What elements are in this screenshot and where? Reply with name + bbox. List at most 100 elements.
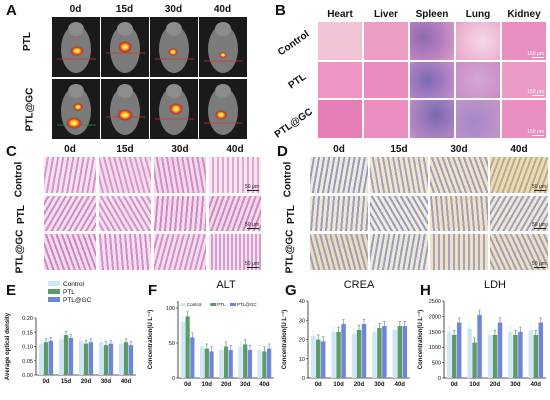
bar: [199, 346, 205, 378]
x-tick-label: 0d: [451, 382, 458, 388]
y-tick-label: 0.00: [22, 373, 33, 379]
legend-swatch: [210, 303, 217, 306]
ihc-tile: [430, 196, 488, 231]
y-tick-label: 0.15: [22, 330, 33, 336]
bar: [331, 331, 336, 378]
col-header: Spleen: [415, 9, 449, 20]
row-label: PTL: [21, 32, 33, 51]
panel-label-f: F: [148, 282, 158, 299]
row-label: PTL: [285, 205, 297, 224]
row-label: PTL@GC: [272, 106, 315, 141]
legend-swatch: [48, 281, 60, 286]
ihc-tile: [310, 157, 368, 193]
bar: [68, 337, 74, 375]
legend-label: Control: [63, 281, 85, 288]
col-header: Lung: [465, 9, 491, 20]
y-tick-label: 0.10: [22, 345, 33, 351]
row-label: Control: [13, 161, 25, 198]
bar: [238, 346, 243, 378]
panel-label-b: B: [275, 2, 286, 19]
bar: [446, 331, 452, 378]
row-label: PTL@GC: [284, 229, 296, 274]
bar: [361, 324, 367, 378]
col-header: Heart: [327, 9, 353, 20]
y-tick-label: 40: [299, 299, 305, 305]
scale-bar: 50 μm: [245, 261, 259, 268]
y-tick-label: 0: [302, 376, 305, 382]
legend-swatch: [48, 289, 60, 294]
y-tick-label: 50: [169, 341, 175, 347]
bar: [382, 326, 387, 378]
mouse-image: [52, 79, 100, 139]
row-label: Control: [282, 161, 294, 198]
y-axis-label: Concentration(U L⁻¹): [147, 310, 154, 370]
legend-label: Control: [187, 302, 202, 307]
he-tile: [154, 234, 206, 270]
y-axis-label: Concentration(U L⁻¹): [281, 310, 288, 370]
scale-bar: 50 μm: [532, 222, 546, 229]
bar: [341, 324, 346, 378]
he-tile: [364, 62, 408, 98]
mouse-image: [199, 17, 247, 77]
he-tile: 150 μm: [502, 62, 546, 98]
bar: [477, 314, 482, 378]
bar: [228, 350, 233, 378]
legend-label: PTL: [217, 302, 226, 307]
bar: [267, 348, 272, 378]
he-tile: [456, 22, 500, 60]
bar: [538, 322, 544, 378]
y-tick-label: 20: [299, 338, 305, 344]
col-header: 30d: [450, 144, 468, 155]
he-tile: 150 μm: [502, 100, 546, 138]
legend-swatch: [180, 303, 186, 306]
row-label: PTL: [286, 71, 309, 92]
bar: [356, 329, 362, 378]
bar: [243, 344, 248, 378]
ihc-tile: [370, 196, 428, 231]
scale-bar: 150 μm: [527, 89, 544, 96]
bar: [43, 342, 49, 375]
panel-label-h: H: [420, 282, 431, 299]
scale-bar: 50 μm: [532, 184, 546, 191]
he-tile: [410, 100, 454, 138]
panel-label-e: E: [6, 282, 17, 299]
bar: [320, 341, 326, 378]
y-tick-label: 0.05: [22, 359, 33, 365]
bar: [262, 351, 267, 378]
y-tick-label: 0.20: [22, 316, 33, 322]
y-tick-label: 100: [166, 306, 175, 312]
col-header: 40d: [226, 144, 244, 155]
y-axis-label: Average optical density: [5, 312, 11, 380]
x-tick-label: 40d: [531, 382, 542, 388]
mouse-image: [52, 17, 100, 77]
bar: [190, 337, 195, 378]
col-header: 30d: [164, 4, 183, 15]
x-tick-label: 20d: [490, 382, 501, 388]
legend-swatch: [48, 297, 60, 302]
x-tick-label: 0d: [42, 379, 49, 385]
chart-g: CREA 0 10 20 30 40 Concentration(U L⁻¹) 0d 10d 20…: [281, 279, 410, 388]
legend-label: PTL@GC: [63, 297, 92, 304]
bar: [123, 342, 129, 375]
row-label: PTL: [15, 205, 27, 224]
bar: [257, 350, 262, 378]
scale-bar: 150 μm: [527, 51, 544, 58]
panel-label-a: A: [6, 2, 17, 19]
bar: [451, 334, 457, 378]
he-tile: 150 μm: [502, 22, 546, 60]
x-tick-label: 30d: [101, 379, 112, 385]
y-axis-label: Concentration(U L⁻¹): [417, 310, 424, 370]
bar: [377, 327, 382, 378]
x-tick-label: 20d: [354, 382, 365, 388]
he-tile: 50 μm: [209, 234, 261, 270]
he-tile: [99, 157, 151, 193]
ihc-tile: [430, 234, 488, 270]
chart-title: LDH: [484, 279, 506, 291]
bar: [219, 350, 224, 378]
bar: [88, 342, 94, 375]
bar: [58, 339, 64, 375]
bar: [315, 339, 321, 378]
col-header: 0d: [333, 144, 345, 155]
ihc-tile: 50 μm: [490, 157, 548, 193]
he-tile: 50 μm: [209, 196, 261, 231]
